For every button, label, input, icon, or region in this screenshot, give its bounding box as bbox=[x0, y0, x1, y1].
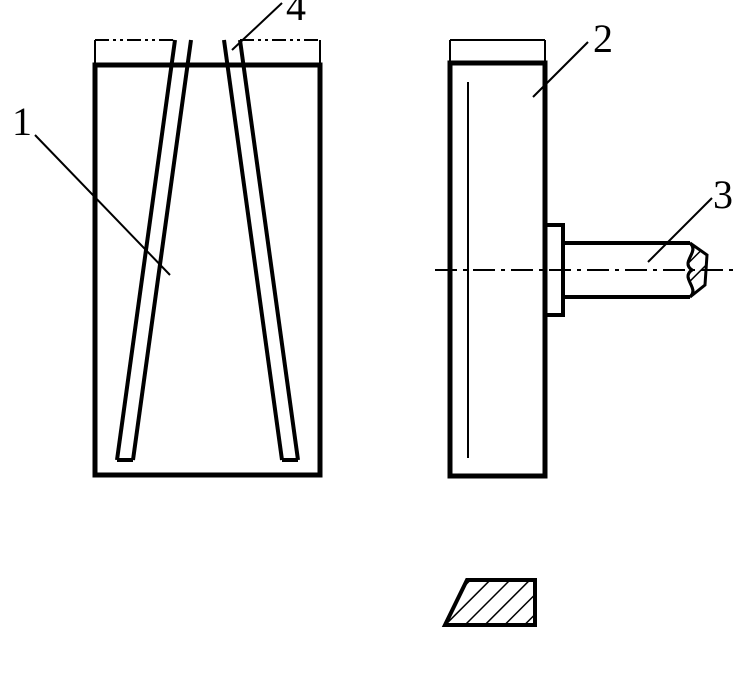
technical-drawing: 1 2 3 4 bbox=[0, 0, 747, 697]
label-3: 3 bbox=[713, 172, 733, 217]
leader-2 bbox=[533, 42, 588, 97]
leader-1 bbox=[35, 135, 170, 275]
label-1: 1 bbox=[12, 99, 32, 144]
left-view bbox=[95, 40, 320, 475]
label-4: 4 bbox=[286, 0, 306, 29]
leader-4 bbox=[232, 3, 282, 50]
labels: 1 2 3 4 bbox=[12, 0, 733, 217]
hatched-piece bbox=[445, 580, 535, 625]
label-2: 2 bbox=[593, 16, 613, 61]
right-view bbox=[435, 40, 735, 476]
